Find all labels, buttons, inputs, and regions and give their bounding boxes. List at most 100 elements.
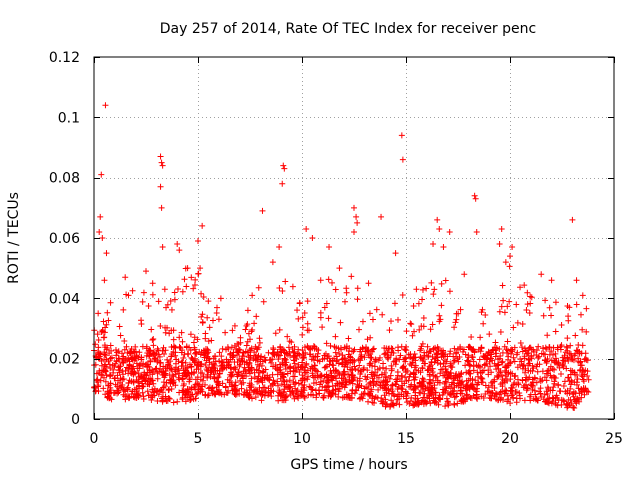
data-point — [152, 356, 159, 363]
data-point — [481, 354, 488, 361]
data-point — [223, 364, 230, 371]
data-point — [162, 324, 169, 331]
data-point — [322, 364, 329, 371]
grid-lines — [94, 57, 614, 419]
data-point — [184, 370, 191, 377]
data-point-peak — [472, 195, 479, 202]
data-point — [536, 361, 543, 368]
data-point — [296, 299, 303, 306]
data-point — [303, 360, 310, 367]
data-point — [451, 324, 458, 331]
data-point — [402, 347, 409, 354]
data-point — [537, 378, 544, 385]
data-point — [411, 364, 418, 371]
data-point — [576, 390, 583, 397]
data-point-peak — [303, 225, 310, 232]
data-point — [522, 369, 529, 376]
data-point — [149, 336, 156, 343]
data-point — [204, 314, 211, 321]
data-point — [168, 327, 175, 334]
data-point — [519, 365, 526, 372]
data-point — [359, 318, 366, 325]
data-point — [409, 332, 416, 339]
data-point-peak — [496, 241, 503, 248]
data-point — [563, 365, 570, 372]
data-point — [505, 396, 512, 403]
data-point — [409, 359, 416, 366]
data-point — [518, 358, 525, 365]
data-point — [420, 376, 427, 383]
data-point — [458, 384, 465, 391]
data-point — [251, 320, 258, 327]
data-point — [570, 404, 577, 411]
data-point — [445, 374, 452, 381]
data-point — [364, 347, 371, 354]
data-point — [356, 382, 363, 389]
data-point — [360, 366, 367, 373]
data-point — [209, 317, 216, 324]
data-point — [367, 334, 374, 341]
data-point — [558, 401, 565, 408]
data-point — [299, 389, 306, 396]
data-point — [372, 393, 379, 400]
data-point — [575, 385, 582, 392]
data-point — [535, 343, 542, 350]
data-point — [396, 401, 403, 408]
data-point — [301, 394, 308, 401]
data-point — [477, 370, 484, 377]
data-point — [178, 329, 185, 336]
data-point — [560, 357, 567, 364]
data-point — [571, 396, 578, 403]
data-point — [467, 375, 474, 382]
data-point-peak — [279, 180, 286, 187]
data-point-peak — [309, 235, 316, 241]
data-point — [351, 346, 358, 353]
data-point — [436, 318, 443, 325]
data-point-peak — [280, 162, 287, 169]
data-point — [436, 312, 443, 319]
data-point — [477, 364, 484, 371]
data-point — [449, 388, 456, 395]
data-point — [496, 391, 503, 398]
data-point-peak — [269, 259, 276, 266]
data-point — [237, 334, 244, 341]
data-point — [540, 312, 547, 319]
data-point — [507, 400, 514, 407]
data-point — [513, 399, 520, 406]
data-point — [143, 361, 150, 368]
data-point — [131, 386, 138, 393]
data-point — [388, 397, 395, 404]
data-point — [116, 323, 123, 330]
data-point — [248, 383, 255, 390]
data-point — [108, 396, 115, 403]
data-point — [204, 392, 211, 399]
data-point-peak — [354, 219, 361, 226]
data-point — [102, 352, 109, 359]
data-point — [448, 364, 455, 371]
data-point — [223, 346, 230, 353]
data-point — [132, 355, 139, 362]
data-point — [130, 379, 137, 386]
data-point — [564, 403, 571, 410]
data-point — [180, 375, 187, 382]
data-point — [246, 359, 253, 366]
data-point — [202, 381, 209, 388]
data-point — [182, 359, 189, 366]
data-point — [282, 356, 289, 363]
data-point — [158, 368, 165, 375]
data-point — [218, 353, 225, 360]
data-point — [487, 363, 494, 370]
data-point — [406, 383, 413, 390]
data-point — [417, 353, 424, 360]
data-point — [168, 366, 175, 373]
data-point — [442, 403, 449, 410]
data-point — [524, 384, 531, 391]
data-point — [275, 397, 282, 404]
data-point — [328, 370, 335, 377]
data-point — [479, 306, 486, 313]
data-point — [421, 397, 428, 404]
data-point — [304, 367, 311, 374]
data-point — [258, 362, 265, 369]
data-point — [146, 381, 153, 388]
data-point — [269, 350, 276, 357]
